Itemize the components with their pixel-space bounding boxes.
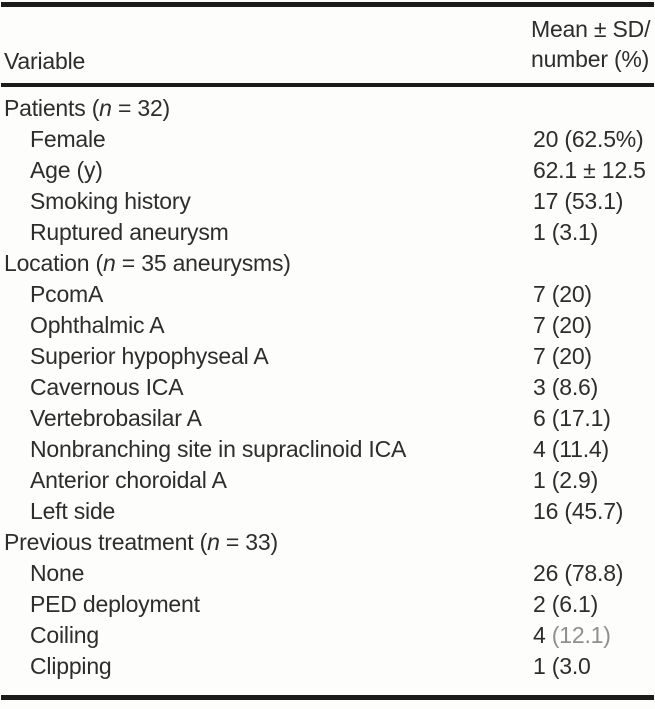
section-label: Location (n = 35 aneurysms) bbox=[0, 248, 533, 279]
row-label: Nonbranching site in supraclinoid ICA bbox=[30, 436, 407, 462]
table-row-female: Female 20 (62.5%) bbox=[0, 124, 655, 155]
column-header-mean-sd-line2: number (%) bbox=[531, 46, 650, 72]
section-row-previous-treatment: Previous treatment (n = 33) bbox=[0, 527, 655, 558]
row-label: Clipping bbox=[30, 653, 112, 679]
section-label-post: = 33) bbox=[219, 529, 278, 555]
row-value: 1 (3.1) bbox=[533, 219, 599, 245]
row-value: 7 (20) bbox=[533, 281, 592, 307]
row-value: 1 (3.0 bbox=[533, 653, 591, 679]
table-row-ophthalmic-a: Ophthalmic A 7 (20) bbox=[0, 310, 655, 341]
top-rule bbox=[1, 2, 654, 7]
table-row-clipping: Clipping 1 (3.0 bbox=[0, 651, 655, 682]
row-value: 7 (20) bbox=[533, 312, 592, 338]
row-value bbox=[533, 527, 655, 558]
table-row-smoking-history: Smoking history 17 (53.1) bbox=[0, 186, 655, 217]
row-value: 26 (78.8) bbox=[533, 560, 624, 586]
row-value bbox=[533, 248, 655, 279]
row-label: Anterior choroidal A bbox=[30, 467, 227, 493]
row-label: Vertebrobasilar A bbox=[30, 405, 202, 431]
table-row-superior-hypophyseal-a: Superior hypophyseal A 7 (20) bbox=[0, 341, 655, 372]
table-row-age: Age (y) 62.1 ± 12.5 bbox=[0, 155, 655, 186]
row-label: None bbox=[30, 560, 85, 586]
row-value-number: 4 bbox=[533, 622, 552, 648]
section-label-post: = 32) bbox=[111, 95, 171, 121]
section-label-pre: Location ( bbox=[4, 250, 104, 276]
section-row-patients: Patients (n = 32) bbox=[0, 93, 655, 124]
section-label-n-italic: n bbox=[207, 529, 220, 555]
section-label: Patients (n = 32) bbox=[0, 93, 533, 124]
section-label: Previous treatment (n = 33) bbox=[0, 527, 533, 558]
section-label-n-italic: n bbox=[99, 95, 112, 121]
row-value: 16 (45.7) bbox=[533, 498, 624, 524]
row-value: 4 (12.1) bbox=[533, 620, 655, 651]
row-label: PcomA bbox=[30, 281, 104, 307]
column-header-mean-sd-line1: Mean ± SD/ bbox=[531, 16, 651, 42]
column-header-variable: Variable bbox=[4, 48, 86, 74]
row-value bbox=[533, 93, 655, 124]
table-row-ped-deployment: PED deployment 2 (6.1) bbox=[0, 589, 655, 620]
table-header-row: Variable Mean ± SD/ number (%) bbox=[0, 7, 655, 83]
row-value: 7 (20) bbox=[533, 343, 592, 369]
row-label: Smoking history bbox=[30, 188, 191, 214]
section-label-n-italic: n bbox=[103, 250, 116, 276]
table-row-coiling: Coiling 4 (12.1) bbox=[0, 620, 655, 651]
row-value: 1 (2.9) bbox=[533, 467, 599, 493]
table-row-ruptured-aneurysm: Ruptured aneurysm 1 (3.1) bbox=[0, 217, 655, 248]
row-value-percent-faded: (12.1) bbox=[551, 622, 611, 648]
row-value: 20 (62.5%) bbox=[533, 126, 644, 152]
row-label: Cavernous ICA bbox=[30, 374, 184, 400]
table-row-cavernous-ica: Cavernous ICA 3 (8.6) bbox=[0, 372, 655, 403]
section-label-pre: Previous treatment ( bbox=[4, 529, 208, 555]
table-row-left-side: Left side 16 (45.7) bbox=[0, 496, 655, 527]
row-value: 62.1 ± 12.5 bbox=[533, 157, 646, 183]
row-value: 6 (17.1) bbox=[533, 405, 611, 431]
section-label-pre: Patients ( bbox=[4, 95, 100, 121]
bottom-rule bbox=[1, 695, 654, 700]
row-value: 4 (11.4) bbox=[533, 436, 609, 462]
row-label: Age (y) bbox=[30, 157, 103, 183]
row-label: Left side bbox=[30, 498, 116, 524]
table-row-vertebrobasilar-a: Vertebrobasilar A 6 (17.1) bbox=[0, 403, 655, 434]
table-row-pcoma: PcomA 7 (20) bbox=[0, 279, 655, 310]
row-value: 2 (6.1) bbox=[533, 591, 599, 617]
header-separator-rule bbox=[1, 83, 654, 87]
row-label: Superior hypophyseal A bbox=[30, 343, 269, 369]
section-label-post: = 35 aneurysms) bbox=[115, 250, 291, 276]
row-label: Coiling bbox=[30, 622, 99, 648]
table-row-none: None 26 (78.8) bbox=[0, 558, 655, 589]
row-label: Ophthalmic A bbox=[30, 312, 165, 338]
row-label: Ruptured aneurysm bbox=[30, 219, 229, 245]
row-label: Female bbox=[30, 126, 106, 152]
section-row-location: Location (n = 35 aneurysms) bbox=[0, 248, 655, 279]
row-value: 3 (8.6) bbox=[533, 374, 599, 400]
row-value: 17 (53.1) bbox=[533, 188, 624, 214]
table-row-anterior-choroidal-a: Anterior choroidal A 1 (2.9) bbox=[0, 465, 655, 496]
table-body: Patients (n = 32) Female 20 (62.5%) Age … bbox=[0, 87, 655, 682]
row-label: PED deployment bbox=[30, 591, 200, 617]
column-header-mean-sd: Mean ± SD/ number (%) bbox=[531, 14, 653, 74]
table-row-nonbranching-site: Nonbranching site in supraclinoid ICA 4 … bbox=[0, 434, 655, 465]
